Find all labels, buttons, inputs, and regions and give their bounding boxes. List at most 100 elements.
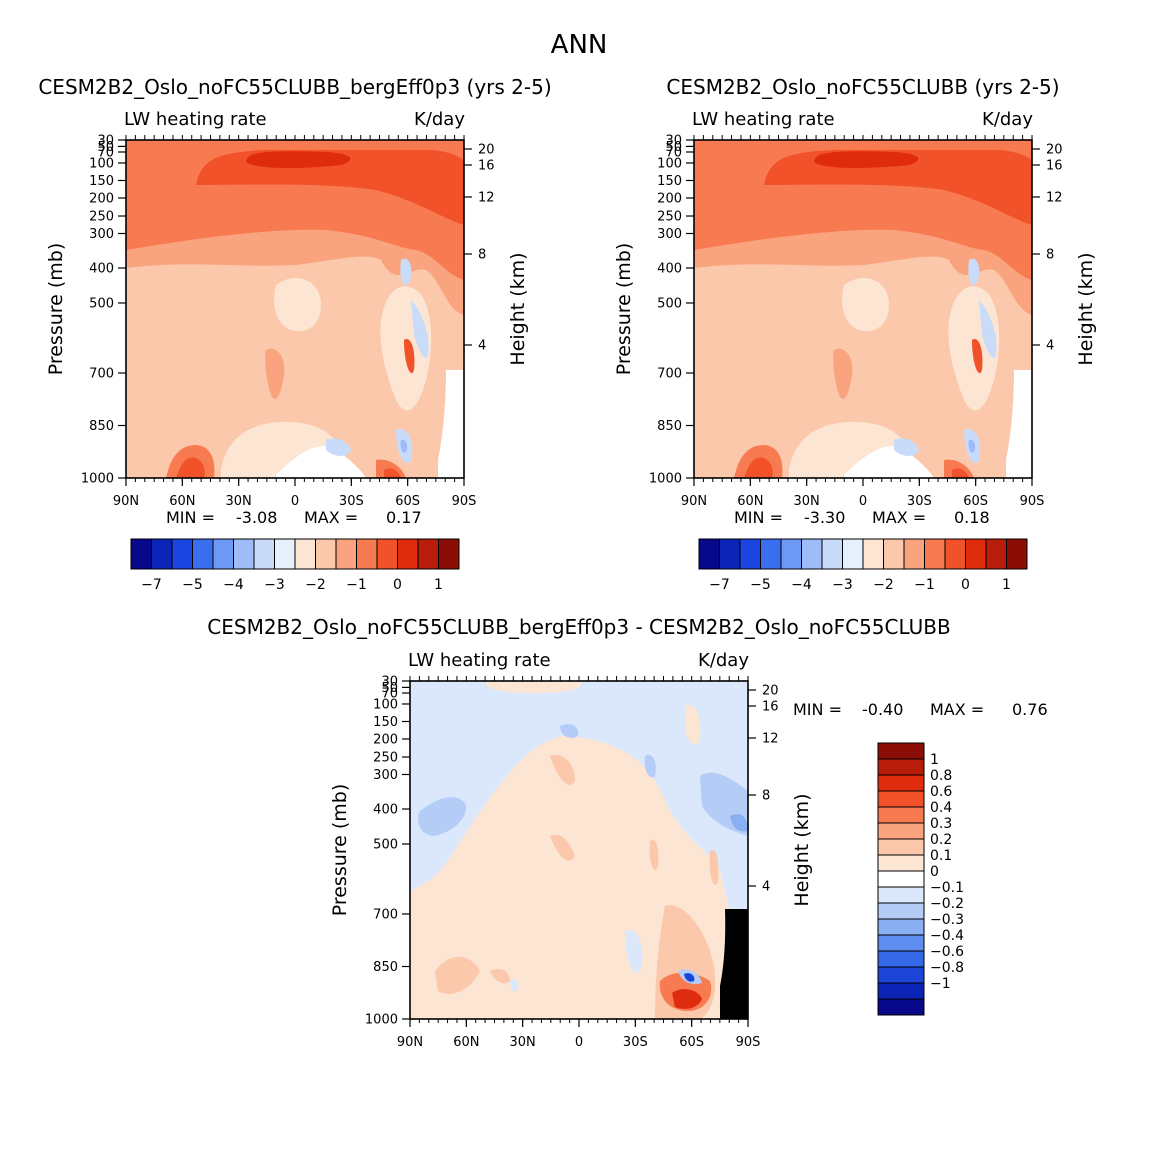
colorbar-swatch [944, 538, 966, 570]
colorbar-label: 0 [930, 864, 939, 880]
right-string: K/day [414, 109, 465, 130]
y-axis-label: Pressure (mb) [329, 784, 351, 917]
colorbar-label: −4 [791, 577, 812, 593]
contour-region [844, 446, 934, 478]
x-tick-label: 90S [452, 494, 477, 509]
colorbar-swatch [985, 538, 1007, 570]
colorbar-swatch [294, 538, 316, 570]
panel-bergeff0p3: CESM2B2_Oslo_noFC55CLUBB_bergEff0p3 (yrs… [38, 75, 551, 593]
right-tick-label: 4 [1046, 338, 1054, 353]
contour-region [246, 151, 351, 169]
x-tick-label: 30S [339, 494, 364, 509]
colorbar-swatch [417, 538, 439, 570]
contour-region [952, 468, 969, 478]
max-value: 0.76 [1012, 700, 1048, 719]
contour-region [265, 348, 285, 399]
contour-region [384, 468, 401, 478]
colorbar-swatch [924, 538, 946, 570]
right-tick-label: 4 [762, 879, 770, 894]
colorbar-vertical: 10.80.60.40.30.20.10−0.1−0.2−0.3−0.4−0.6… [877, 742, 964, 1016]
colorbar-label: −4 [223, 577, 244, 593]
y-tick-label: 50 [97, 140, 114, 155]
colorbar-label: −3 [264, 577, 285, 593]
y-tick-label: 700 [89, 366, 114, 381]
contour-region [979, 300, 997, 359]
contour-region [196, 150, 464, 225]
y-tick-label: 200 [657, 192, 682, 207]
panel-title: CESM2B2_Oslo_noFC55CLUBB (yrs 2-5) [666, 75, 1059, 99]
colorbar-swatch [862, 538, 884, 570]
contour-region [684, 973, 695, 982]
min-value: -3.30 [804, 508, 845, 527]
min-label: MIN = [734, 508, 783, 527]
contour-region [720, 909, 748, 1019]
contour-region [274, 277, 321, 332]
right-string: K/day [698, 650, 749, 671]
contour-region [685, 705, 701, 746]
colorbar-swatch [698, 538, 720, 570]
colorbar-label: −1 [914, 577, 935, 593]
contour-region [418, 797, 466, 836]
y-axis-label: Pressure (mb) [613, 243, 635, 376]
x-tick-label: 60S [395, 494, 420, 509]
right-string: K/day [982, 109, 1033, 130]
right-tick-label: 8 [478, 248, 486, 263]
y-tick-label: 70 [97, 145, 114, 160]
colorbar-swatch [780, 538, 802, 570]
panel-title: CESM2B2_Oslo_noFC55CLUBB_bergEff0p3 - CE… [207, 615, 950, 639]
colorbar-label: −2 [305, 577, 326, 593]
contour-region [438, 370, 464, 478]
colorbar-swatch [877, 774, 925, 792]
x-tick-label: 90N [397, 1035, 423, 1050]
colorbar-swatch [171, 538, 193, 570]
y-tick-label: 500 [373, 837, 398, 852]
colorbar-swatch [397, 538, 419, 570]
contour-region [411, 300, 429, 359]
x-tick-label: 30N [226, 494, 252, 509]
colorbar: −7 −5 −4 −3 −2 −1 0 1 [130, 538, 460, 593]
contour-region [400, 258, 412, 285]
y-tick-label: 700 [657, 366, 682, 381]
colorbar-swatch [877, 966, 925, 984]
left-string: LW heating rate [124, 109, 267, 130]
x-tick-label: 30S [623, 1035, 648, 1050]
contour-region [625, 930, 643, 973]
colorbar-swatch [877, 982, 925, 1000]
colorbar-swatch [438, 538, 460, 570]
colorbar-swatch [233, 538, 255, 570]
colorbar-swatch [877, 838, 925, 856]
colorbar-swatch [877, 918, 925, 936]
x-tick-label: 90N [113, 494, 139, 509]
y-tick-label: 500 [89, 296, 114, 311]
contour-field [410, 681, 748, 1019]
y-tick-label: 400 [89, 262, 114, 277]
y-tick-label: 200 [373, 733, 398, 748]
colorbar-swatch [877, 758, 925, 776]
contour-region [485, 681, 581, 693]
colorbar-label: −5 [750, 577, 771, 593]
y-tick-label: 100 [373, 697, 398, 712]
x-tick-label: 90N [681, 494, 707, 509]
x-tick-label: 60S [679, 1035, 704, 1050]
y-tick-label: 400 [657, 262, 682, 277]
y-tick-label: 1000 [365, 1013, 398, 1028]
contour-region [968, 439, 976, 453]
colorbar-label: −5 [182, 577, 203, 593]
right-tick-label: 4 [478, 338, 486, 353]
colorbar-swatch [739, 538, 761, 570]
y-tick-label: 200 [89, 192, 114, 207]
y-tick-label: 150 [373, 715, 398, 730]
right-tick-label: 16 [762, 700, 779, 715]
colorbar-label: 0.8 [930, 768, 952, 784]
colorbar-label: 0.6 [930, 784, 952, 800]
colorbar-swatch [335, 538, 357, 570]
y-tick-label: 1000 [81, 472, 114, 487]
colorbar-swatch [376, 538, 398, 570]
right-tick-label: 12 [762, 731, 779, 746]
colorbar-label: −0.3 [930, 912, 964, 928]
colorbar-label: −0.1 [930, 880, 964, 896]
contour-region [972, 339, 983, 374]
min-label: MIN = [166, 508, 215, 527]
colorbar-swatch [315, 538, 337, 570]
x-tick-label: 90S [736, 1035, 761, 1050]
